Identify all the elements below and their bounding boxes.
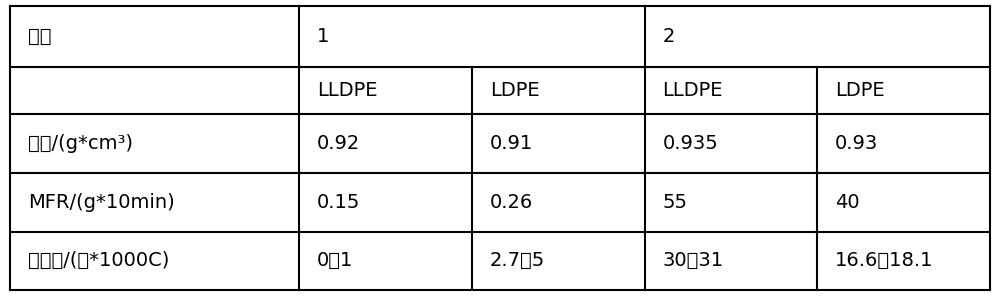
Text: 0.935: 0.935	[662, 134, 718, 153]
Text: LLDPE: LLDPE	[317, 81, 378, 100]
Text: 序号: 序号	[28, 27, 51, 46]
Text: 0.26: 0.26	[490, 193, 533, 212]
Text: 2: 2	[662, 27, 675, 46]
Text: 1: 1	[317, 27, 329, 46]
Text: 0.93: 0.93	[835, 134, 878, 153]
Text: 30～31: 30～31	[662, 251, 723, 270]
Text: LDPE: LDPE	[490, 81, 539, 100]
Text: 2.7～5: 2.7～5	[490, 251, 545, 270]
Text: 16.6～18.1: 16.6～18.1	[835, 251, 934, 270]
Text: 密度/(g*cm³): 密度/(g*cm³)	[28, 134, 133, 153]
Text: 0～1: 0～1	[317, 251, 353, 270]
Text: 0.92: 0.92	[317, 134, 360, 153]
Text: LLDPE: LLDPE	[662, 81, 723, 100]
Text: LDPE: LDPE	[835, 81, 885, 100]
Text: 55: 55	[662, 193, 687, 212]
Text: 0.15: 0.15	[317, 193, 360, 212]
Text: 支化度/(个*1000C): 支化度/(个*1000C)	[28, 251, 169, 270]
Text: MFR/(g*10min): MFR/(g*10min)	[28, 193, 174, 212]
Text: 40: 40	[835, 193, 860, 212]
Text: 0.91: 0.91	[490, 134, 533, 153]
